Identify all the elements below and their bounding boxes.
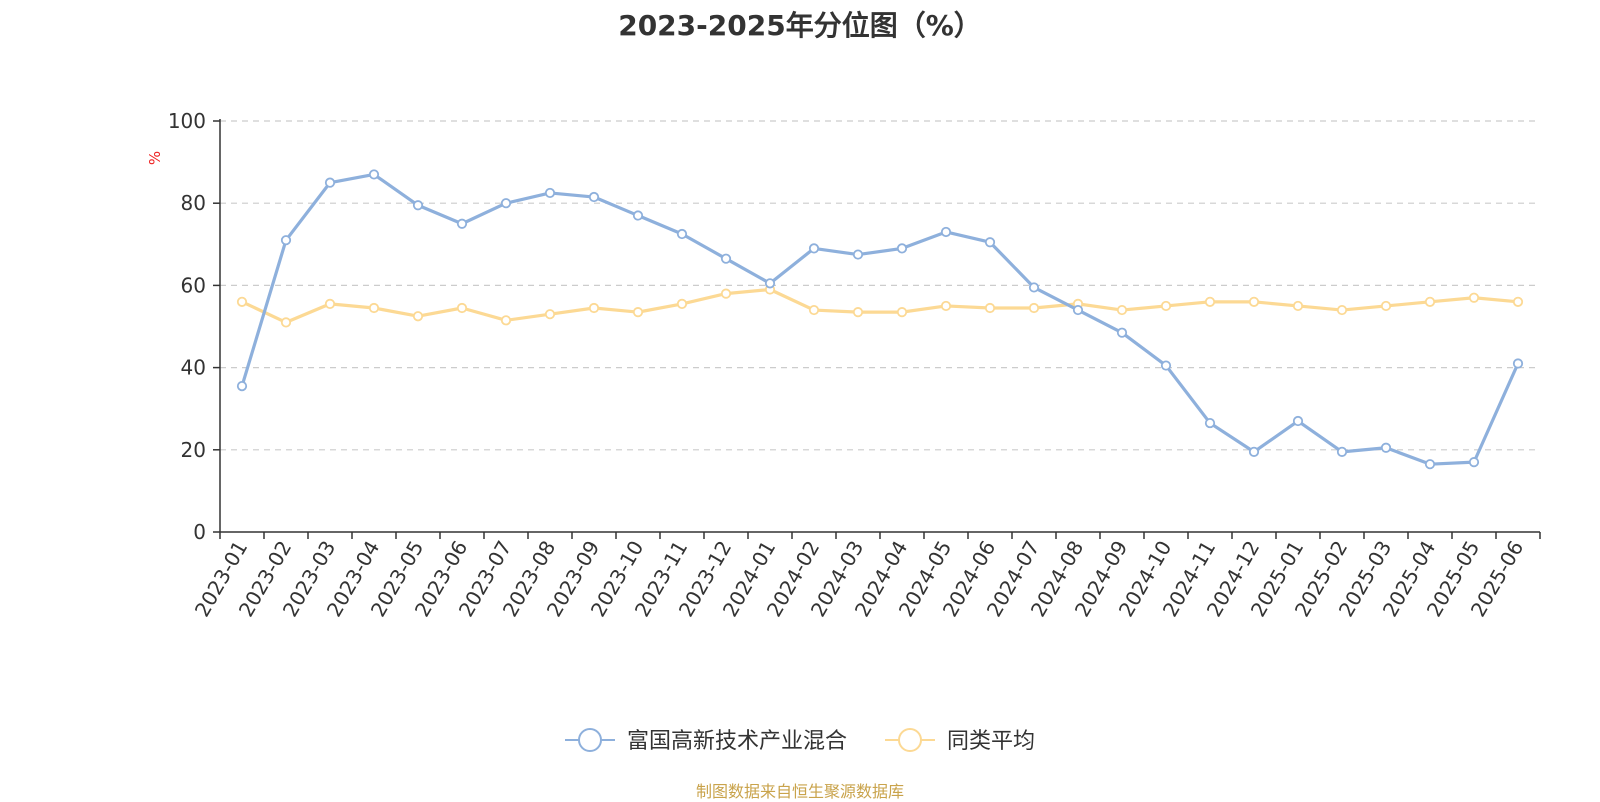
data-point <box>1116 327 1128 338</box>
data-point <box>1336 446 1348 457</box>
data-point <box>1336 304 1348 316</box>
data-point <box>368 169 380 180</box>
data-point <box>588 302 600 314</box>
y-tick-label: 20 <box>181 438 206 462</box>
data-point <box>676 228 688 240</box>
data-point <box>1204 296 1216 307</box>
axes <box>213 119 1541 539</box>
data-point <box>368 302 380 314</box>
data-point <box>1028 282 1040 293</box>
legend: 富国高新技术产业混合 同类平均 <box>565 728 1035 754</box>
legend-marker <box>898 728 922 752</box>
data-point <box>852 307 864 318</box>
data-point <box>984 302 996 314</box>
data-point <box>896 243 908 254</box>
data-point <box>632 210 644 221</box>
legend-item-0: 富国高新技术产业混合 <box>565 728 847 754</box>
data-point <box>324 298 336 309</box>
data-point <box>1380 300 1392 312</box>
data-point <box>764 278 776 289</box>
data-point <box>500 198 512 209</box>
data-point <box>632 307 644 318</box>
data-point <box>676 298 688 309</box>
data-point <box>1292 300 1304 312</box>
data-point <box>720 253 732 264</box>
data-point <box>940 300 952 312</box>
data-point <box>236 380 248 392</box>
data-point <box>280 235 292 246</box>
data-point <box>1072 304 1084 316</box>
y-tick-label: 40 <box>181 356 206 380</box>
data-point <box>412 200 424 211</box>
data-point <box>1512 358 1524 369</box>
data-point <box>1468 292 1480 303</box>
data-point <box>896 307 908 318</box>
data-point <box>940 226 952 238</box>
grid-lines <box>220 120 1540 451</box>
data-point <box>456 302 468 314</box>
data-point <box>1248 296 1260 307</box>
y-tick-label: 60 <box>181 273 206 297</box>
data-point <box>1248 446 1260 457</box>
data-point <box>1424 296 1436 307</box>
data-point <box>852 249 864 260</box>
data-source-note: 制图数据来自恒生聚源数据库 <box>695 782 904 801</box>
y-tick-label: 80 <box>181 191 206 215</box>
data-point <box>1204 417 1216 429</box>
legend-label: 富国高新技术产业混合 <box>627 729 847 754</box>
data-point <box>544 187 556 199</box>
series-1 <box>236 284 1524 328</box>
data-point <box>720 288 732 299</box>
legend-marker <box>578 728 602 752</box>
x-tick-labels: 2023-012023-022023-032023-042023-052023-… <box>190 537 1529 621</box>
data-point <box>1160 360 1172 371</box>
legend-item-1: 同类平均 <box>885 728 1035 754</box>
data-point <box>500 315 512 326</box>
data-point <box>544 309 556 320</box>
data-point <box>1292 415 1304 427</box>
y-axis-label: % <box>146 151 164 165</box>
series-0 <box>236 169 1524 470</box>
data-point <box>324 177 336 188</box>
y-tick-labels: 0 20 40 60 80 100 <box>168 109 206 544</box>
data-point <box>1028 302 1040 314</box>
data-point <box>236 296 248 307</box>
chart-title: 2023-2025年分位图（%） <box>618 9 982 42</box>
data-point <box>984 237 996 248</box>
series-line <box>240 172 1520 466</box>
data-point <box>1424 459 1436 470</box>
legend-label: 同类平均 <box>947 729 1035 754</box>
data-point <box>808 304 820 316</box>
data-point <box>1380 442 1392 453</box>
data-point <box>412 311 424 322</box>
data-point <box>808 243 820 254</box>
y-tick-label: 100 <box>168 109 206 133</box>
data-point <box>588 191 600 203</box>
y-tick-label: 0 <box>193 520 206 544</box>
data-point <box>1512 296 1524 307</box>
data-point <box>456 218 468 229</box>
data-point <box>1116 304 1128 316</box>
series-line <box>241 287 1519 324</box>
data-point <box>1160 300 1172 312</box>
series-group <box>236 169 1524 470</box>
data-point <box>280 317 292 328</box>
data-point <box>1468 457 1480 468</box>
